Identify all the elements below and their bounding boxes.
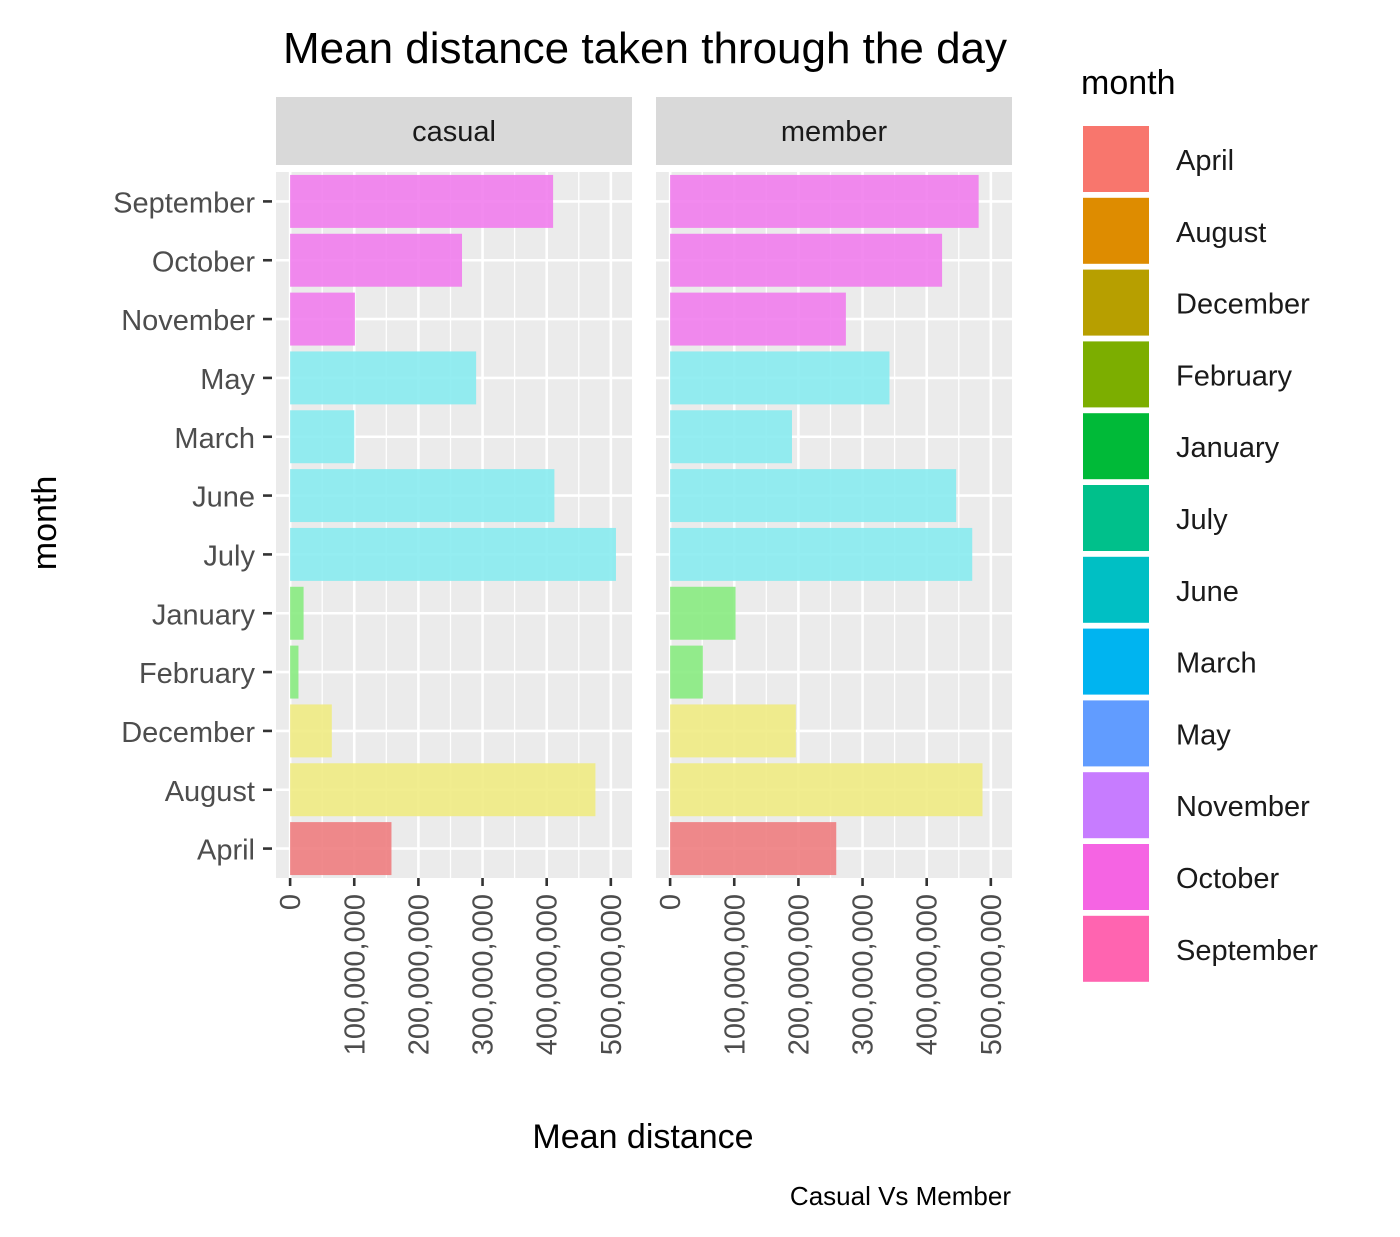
legend-label: February <box>1176 360 1293 392</box>
bar-casual-july <box>290 527 616 581</box>
legend-key-may <box>1081 698 1151 769</box>
y-tick-label: August <box>165 776 255 808</box>
legend-label: June <box>1176 576 1239 608</box>
y-axis-title: month <box>26 476 64 571</box>
y-tick-label: October <box>152 246 255 278</box>
facet-strip <box>656 97 1012 165</box>
legend-key-august <box>1081 195 1151 266</box>
x-tick-label: 200,000,000 <box>783 894 815 1055</box>
x-tick-label: 100,000,000 <box>339 894 371 1055</box>
bar-member-january <box>670 586 736 640</box>
y-tick-label: April <box>197 835 255 867</box>
y-tick-label: January <box>152 599 256 631</box>
legend-label: September <box>1176 935 1318 967</box>
x-tick-label: 300,000,000 <box>468 894 500 1055</box>
legend-label: November <box>1176 791 1310 823</box>
panel-background <box>656 172 1012 878</box>
y-tick-label: December <box>121 717 255 749</box>
legend-label: April <box>1176 145 1234 177</box>
legend-key-february <box>1081 339 1151 410</box>
bar-member-october <box>670 233 943 287</box>
bar-member-april <box>670 822 837 876</box>
legend-label: July <box>1176 504 1228 536</box>
x-tick-label: 500,000,000 <box>976 894 1008 1055</box>
y-tick-label: June <box>192 482 255 514</box>
bar-casual-november <box>290 292 355 346</box>
facet-member: member 0 100,000,000 200,000,000 300,000,000… <box>655 97 1012 1055</box>
y-tick-label: March <box>174 423 255 455</box>
x-tick-label: 500,000,000 <box>596 894 628 1055</box>
legend-key-september <box>1081 913 1151 984</box>
bar-casual-may <box>290 351 477 405</box>
x-tick-label: 300,000,000 <box>848 894 880 1055</box>
bar-member-december <box>670 704 796 758</box>
bar-member-september <box>670 174 979 228</box>
facet-strip <box>276 97 632 165</box>
legend-key-june <box>1081 554 1151 625</box>
bar-casual-august <box>290 763 596 817</box>
bar-casual-february <box>290 645 299 699</box>
legend: April August December February January July Ju… <box>1081 124 1318 984</box>
legend-key-october <box>1081 842 1151 912</box>
bar-casual-september <box>290 174 554 228</box>
facet-panels: casual 0 100,000,000 200,000,000 300,000,000… <box>275 97 1012 1055</box>
x-tick-label: 400,000,000 <box>532 894 564 1055</box>
legend-key-january <box>1081 411 1151 482</box>
bar-member-august <box>670 763 983 817</box>
legend-label: December <box>1176 289 1310 321</box>
x-tick-label: 100,000,000 <box>719 894 751 1055</box>
bar-member-february <box>670 645 703 699</box>
y-tick-label: July <box>203 540 255 572</box>
bar-member-november <box>670 292 846 346</box>
bar-casual-april <box>290 822 392 876</box>
bar-casual-january <box>290 586 304 640</box>
bar-member-july <box>670 527 973 581</box>
x-tick-label: 400,000,000 <box>912 894 944 1055</box>
facet-strip-label: member <box>781 116 888 148</box>
bar-casual-march <box>290 410 355 464</box>
panel-background <box>276 172 632 878</box>
bar-member-june <box>670 469 957 523</box>
caption: Casual Vs Member <box>790 1181 1011 1211</box>
legend-label: May <box>1176 719 1231 751</box>
legend-key-april <box>1081 124 1151 194</box>
y-tick-label: February <box>139 658 256 690</box>
legend-label: January <box>1176 432 1280 464</box>
x-tick-label: 0 <box>275 894 307 910</box>
x-tick-label: 0 <box>655 894 687 910</box>
legend-key-july <box>1081 483 1151 553</box>
x-tick-label: 200,000,000 <box>403 894 435 1055</box>
bar-casual-june <box>290 469 555 523</box>
legend-key-december <box>1081 267 1151 338</box>
chart-title: Mean distance taken through the day <box>283 24 1007 73</box>
bar-member-march <box>670 410 792 464</box>
legend-label: October <box>1176 863 1279 895</box>
legend-key-november <box>1081 770 1151 841</box>
facet-casual: casual 0 100,000,000 200,000,000 300,000,000… <box>275 97 632 1055</box>
y-tick-label: September <box>113 187 255 219</box>
bar-casual-december <box>290 704 332 758</box>
y-tick-label: November <box>121 305 255 337</box>
x-axis-title: Mean distance <box>532 1118 753 1156</box>
bar-member-may <box>670 351 890 405</box>
legend-key-march <box>1081 626 1151 697</box>
bar-casual-october <box>290 233 463 287</box>
legend-label: March <box>1176 648 1257 680</box>
facet-strip-label: casual <box>412 116 496 148</box>
y-tick-label: May <box>200 364 255 396</box>
legend-label: August <box>1176 217 1266 249</box>
legend-title: month <box>1081 64 1176 102</box>
y-axis: September October November May March June July… <box>113 187 272 867</box>
